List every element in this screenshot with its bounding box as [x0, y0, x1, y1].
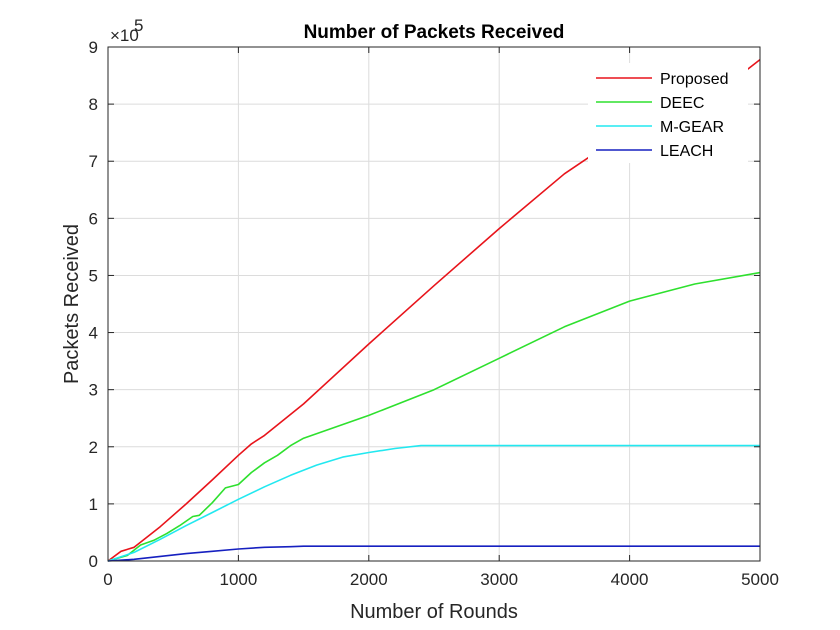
x-axis-label: Number of Rounds: [350, 601, 518, 623]
y-tick-label: 0: [89, 552, 98, 571]
y-tick-label: 1: [89, 495, 98, 514]
series-line-leach: [107, 545, 760, 562]
y-tick-label: 9: [89, 38, 98, 57]
legend-label: M-GEAR: [660, 119, 724, 136]
y-tick-label: 2: [89, 438, 98, 457]
y-tick-label: 6: [89, 209, 98, 228]
chart-title: Number of Packets Received: [304, 22, 565, 43]
y-tick-label: 7: [89, 152, 98, 171]
y-multiplier-base: ×10: [110, 26, 139, 45]
y-multiplier-exponent: 5: [134, 16, 143, 35]
legend-box: [588, 63, 748, 163]
legend-label: DEEC: [660, 95, 704, 112]
legend: Proposed DEEC M-GEAR LEACH: [588, 63, 748, 163]
y-axis-label: Packets Received: [61, 224, 83, 384]
x-tick-label: 0: [103, 570, 112, 589]
x-tick-label: 4000: [611, 570, 649, 589]
series-line-deec: [107, 271, 761, 562]
y-tick-label: 4: [89, 324, 98, 343]
y-tick-label: 8: [89, 95, 98, 114]
x-tick-label: 2000: [350, 570, 388, 589]
y-tick-label: 3: [89, 381, 98, 400]
legend-label: LEACH: [660, 143, 713, 160]
ticks: 0 1000 2000 3000 4000 5000 0 1 2 3 4 5 6 7 8 9: [89, 38, 779, 589]
series-line-m-gear: [107, 444, 760, 562]
x-tick-label: 5000: [741, 570, 779, 589]
x-tick-label: 1000: [219, 570, 257, 589]
y-tick-label: 5: [89, 266, 98, 285]
x-tick-label: 3000: [480, 570, 518, 589]
legend-label: Proposed: [660, 71, 729, 88]
plot-frame: [107, 46, 761, 562]
